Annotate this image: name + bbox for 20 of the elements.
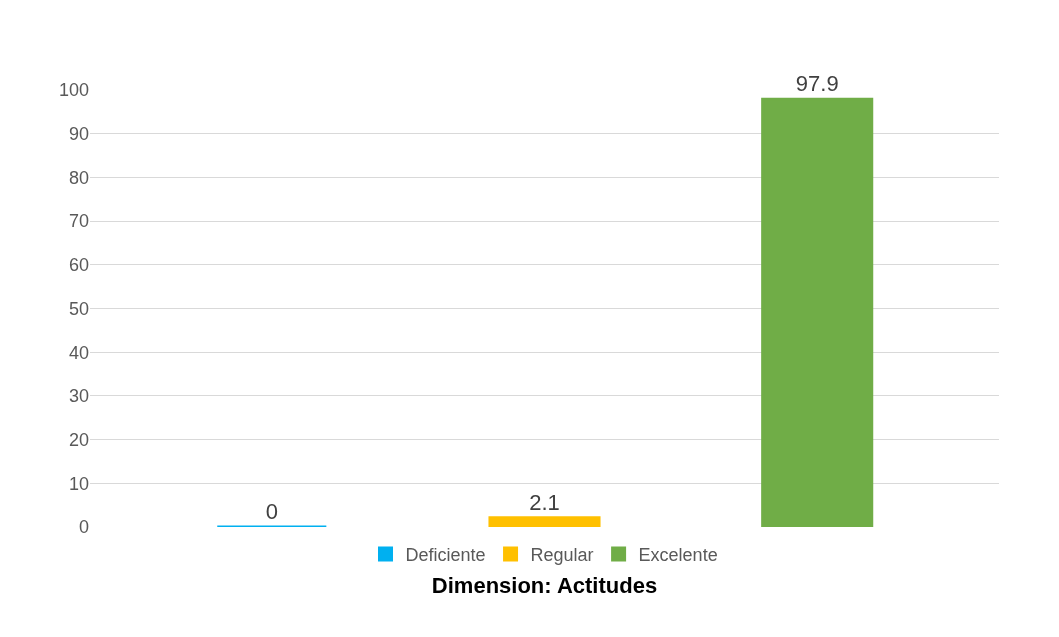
y-tick-label: 20 <box>68 429 89 450</box>
x-axis-title: Dimension: Actitudes <box>431 572 658 598</box>
y-tick-label: 100 <box>58 80 89 101</box>
y-tick-label: 70 <box>68 211 89 232</box>
y-tick-label: 10 <box>68 473 89 494</box>
y-tick-label: 50 <box>68 298 89 319</box>
y-tick-label: 80 <box>68 167 89 188</box>
y-tick-label: 30 <box>68 386 89 407</box>
legend-label: Regular <box>530 544 594 565</box>
y-tick-label: 0 <box>78 517 89 538</box>
bar <box>761 97 874 527</box>
y-tick-label: 60 <box>68 255 89 276</box>
data-label: 0 <box>265 499 278 524</box>
legend-label: Excelente <box>638 544 718 565</box>
bar <box>488 516 601 527</box>
y-tick-label: 40 <box>68 342 89 363</box>
data-label: 2.1 <box>529 489 560 515</box>
data-label: 97.9 <box>795 71 839 97</box>
y-tick-label: 90 <box>68 124 89 144</box>
legend-label: Deficiente <box>405 544 486 565</box>
